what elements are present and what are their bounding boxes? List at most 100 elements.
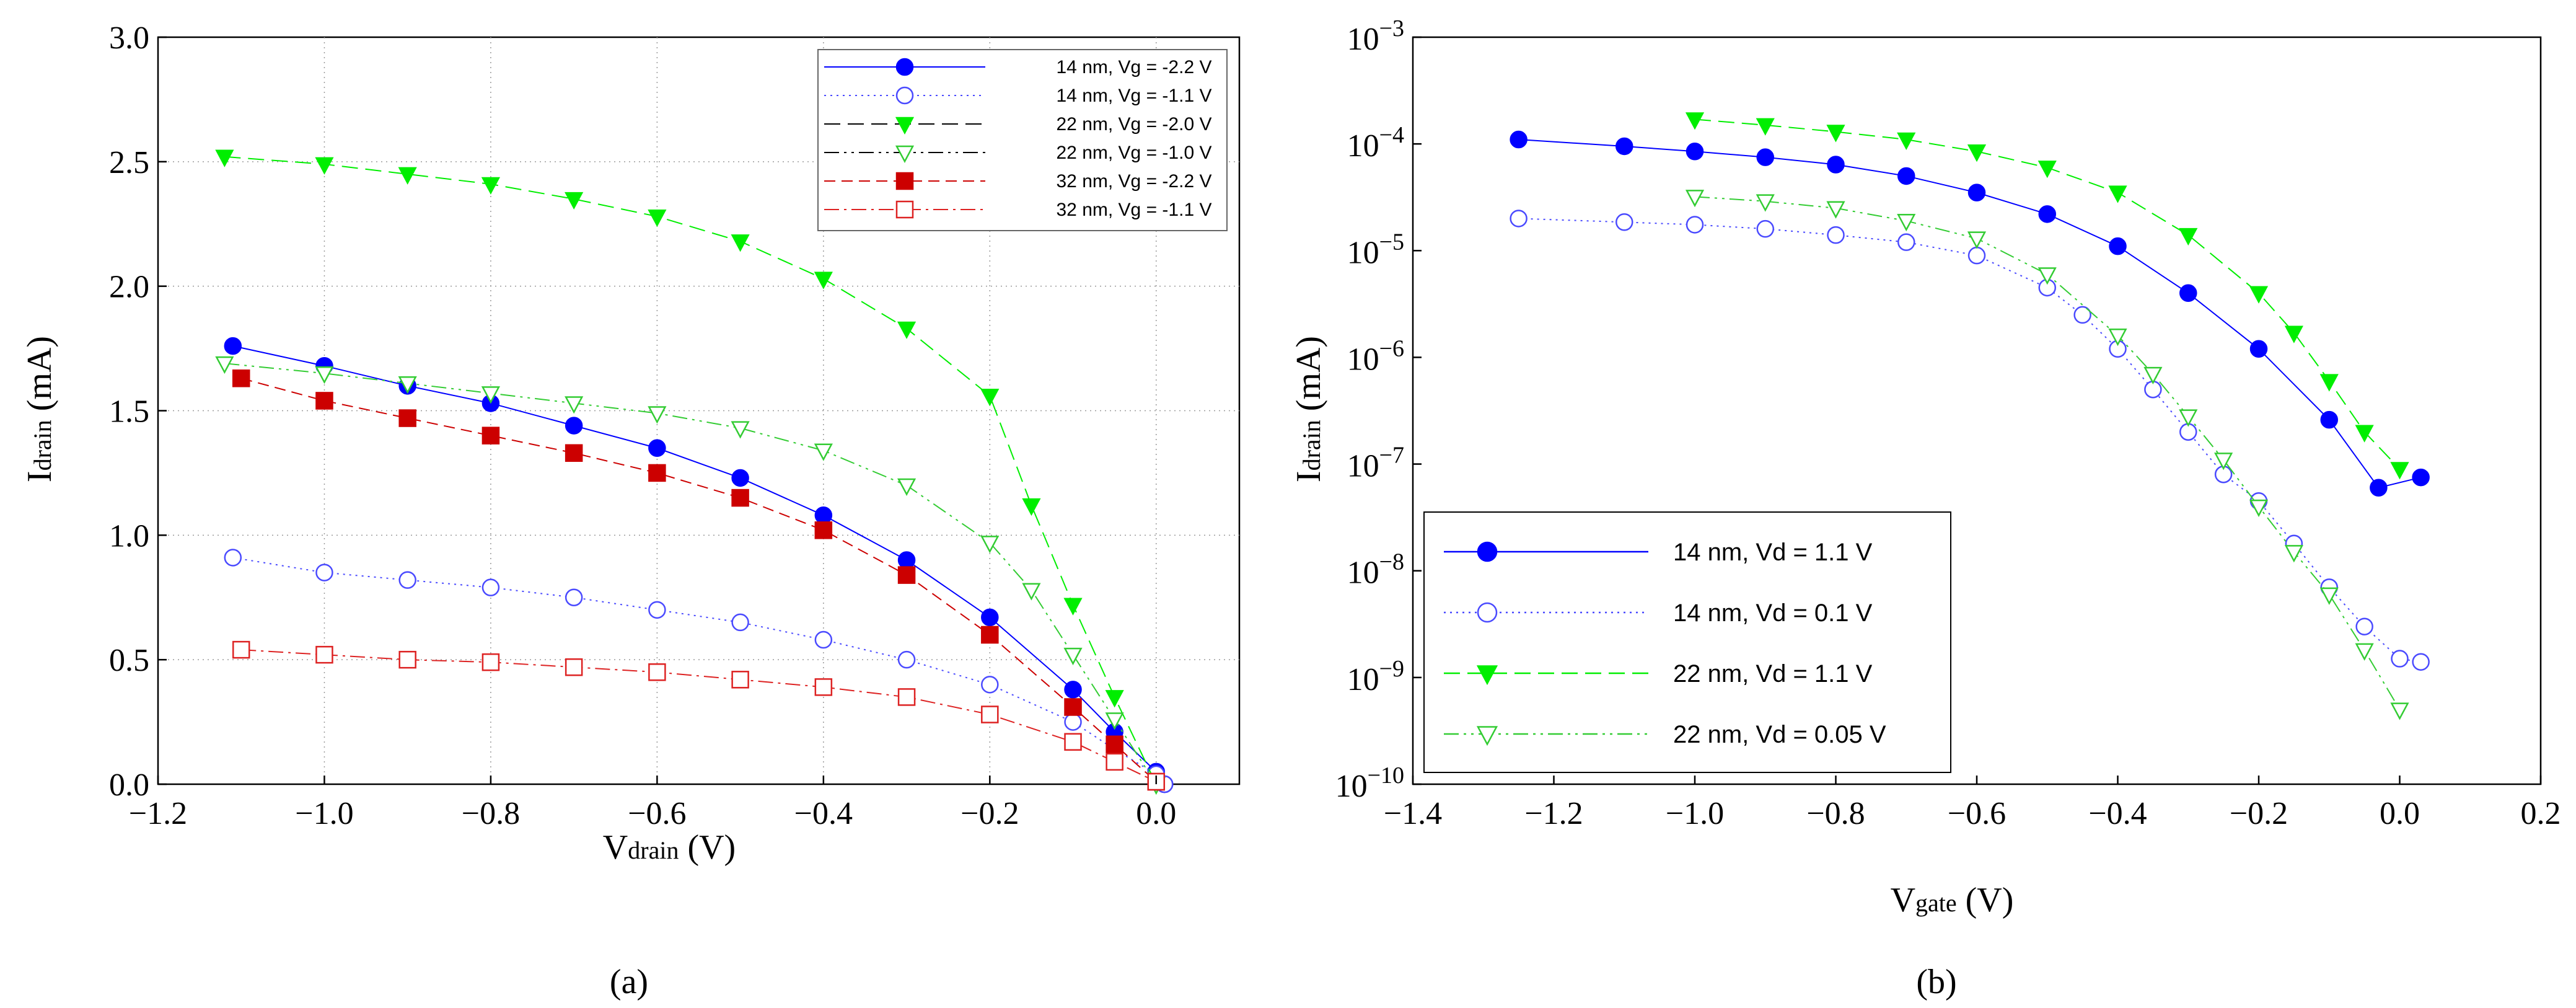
data-point [1686, 216, 1704, 234]
data-point [2319, 374, 2339, 392]
legend-label: 14 nm, Vg = -1.1 V [1057, 86, 1212, 106]
legend-marker [895, 200, 914, 219]
data-point [565, 658, 583, 676]
data-point [215, 356, 234, 374]
legend-label: 22 nm, Vd = 1.1 V [1673, 660, 1873, 687]
series-line [232, 345, 1166, 785]
data-point [2108, 185, 2127, 203]
data-point [814, 272, 833, 290]
data-point [1826, 125, 1845, 143]
data-point [2109, 237, 2127, 255]
series-line [1694, 196, 2401, 710]
y-tick-label: 10−10 [1335, 763, 1404, 804]
data-point [897, 478, 917, 496]
data-point [1967, 183, 1986, 201]
series-line [232, 557, 1165, 785]
data-point [398, 409, 416, 427]
data-point [731, 671, 749, 689]
data-point [648, 439, 666, 457]
data-point [1756, 219, 1774, 238]
series-line [224, 156, 1157, 785]
data-point [398, 571, 416, 589]
series-line [240, 378, 1157, 782]
y-tick-label: 10−6 [1347, 335, 1404, 377]
y-axis-label-a: Idrain (mA) [20, 336, 59, 482]
data-point [315, 645, 333, 664]
series-a-4 [232, 369, 1166, 791]
data-point [1897, 233, 1915, 251]
data-point [398, 167, 417, 185]
legend-marker [895, 145, 915, 163]
data-point [1685, 112, 1705, 130]
data-point [731, 234, 750, 252]
panel-a: −1.2 −1.0 −0.8 −0.6 −0.4 −0.2 0.0 0.0 0.5 1.0 1.5… [20, 20, 1241, 867]
data-point [2284, 545, 2303, 563]
data-point [1756, 194, 1775, 212]
data-point [2412, 468, 2430, 487]
data-point [980, 536, 1000, 554]
x-tick-label: 0.2 [2521, 796, 2561, 831]
x-tick-label: −1.4 [1384, 796, 1442, 831]
data-point [2179, 284, 2197, 303]
data-point [224, 549, 242, 567]
legend-label: 14 nm, Vd = 0.1 V [1673, 599, 1873, 627]
data-point [981, 676, 999, 694]
data-point [1063, 598, 1083, 616]
x-tick-label: −1.2 [1524, 796, 1583, 831]
x-tick-label: −1.0 [295, 796, 353, 831]
data-point [2179, 409, 2198, 427]
y-tick-label: 3.0 [109, 20, 149, 56]
data-point [897, 650, 916, 669]
data-point [398, 650, 416, 669]
data-point [1064, 713, 1082, 731]
panel-label-b: (b) [1916, 963, 1956, 1001]
data-point [1064, 698, 1082, 716]
data-point [2038, 161, 2057, 179]
series-a-5 [232, 640, 1166, 791]
data-point [215, 149, 234, 167]
series-b-2 [1685, 112, 2409, 480]
legend-marker [895, 58, 914, 76]
data-point [565, 192, 584, 210]
data-point [2390, 702, 2409, 720]
y-tick-label: 10−4 [1347, 122, 1404, 164]
y-ticks-a: 0.0 0.5 1.0 1.5 2.0 2.5 3.0 [109, 20, 167, 803]
x-tick-label: −0.2 [961, 796, 1019, 831]
legend-marker [1476, 665, 1498, 686]
legend-label: 14 nm, Vg = -2.2 V [1057, 57, 1212, 77]
data-point [1063, 647, 1083, 666]
data-point [1064, 733, 1082, 751]
data-point [2179, 228, 2198, 246]
series-b-3 [1685, 190, 2409, 720]
data-point [2370, 479, 2388, 497]
data-point [648, 464, 666, 482]
data-point [565, 588, 583, 606]
y-tick-label: 1.0 [109, 518, 149, 554]
data-point [2319, 587, 2339, 605]
data-point [481, 653, 500, 671]
legend-label: 32 nm, Vg = -1.1 V [1057, 200, 1212, 220]
series-group-a [215, 149, 1174, 795]
y-tick-label: 2.0 [109, 270, 149, 305]
y-tick-label: 10−5 [1347, 229, 1404, 270]
data-point [1064, 681, 1082, 699]
y-tick-label: 1.5 [109, 394, 149, 430]
data-point [1022, 583, 1041, 601]
data-point [565, 396, 584, 414]
panel-b: −1.4 −1.2 −1.0 −0.8 −0.6 −0.4 −0.2 0.0 0.2 10−10… [1290, 15, 2561, 919]
data-point [981, 608, 999, 627]
y-tick-label: 10−3 [1347, 15, 1404, 57]
data-point [2038, 267, 2057, 285]
data-point [565, 444, 583, 462]
data-point [981, 705, 999, 723]
x-tick-label: −0.4 [794, 796, 853, 831]
data-point [1685, 190, 1705, 208]
data-point [1510, 210, 1528, 228]
data-point [731, 469, 749, 487]
data-point [2038, 205, 2056, 223]
data-point [2390, 462, 2409, 480]
data-point [1826, 201, 1845, 219]
data-point [731, 489, 749, 507]
data-point [814, 506, 833, 524]
